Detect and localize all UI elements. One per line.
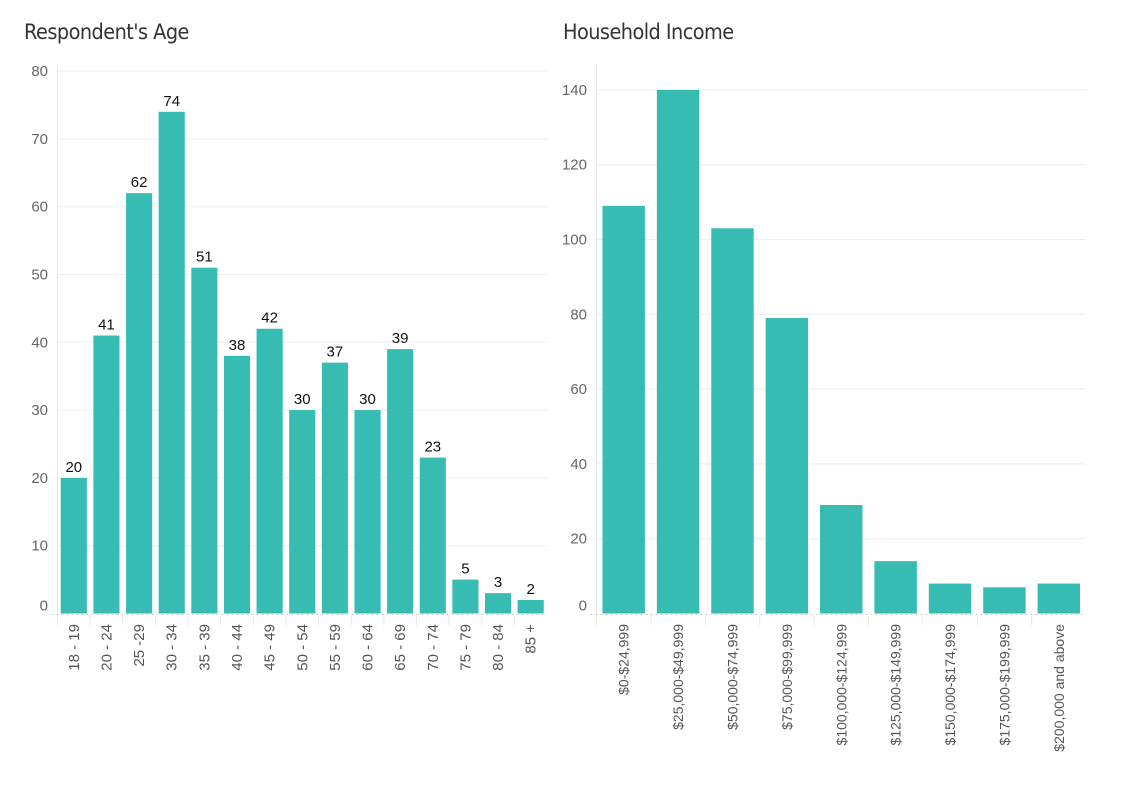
- bar: [191, 267, 218, 614]
- y-tick-label: 20: [31, 470, 48, 487]
- data-label: 30: [359, 391, 376, 408]
- income-chart-title: Household Income: [563, 20, 734, 44]
- x-category-label: 25 -29: [131, 624, 148, 667]
- data-label: 51: [196, 249, 213, 266]
- x-category-label: 70 - 74: [425, 624, 442, 671]
- x-category-label: 45 - 49: [262, 624, 279, 671]
- x-category-label: 75 - 79: [457, 624, 474, 671]
- data-label: 74: [163, 93, 180, 110]
- y-tick-label: 70: [31, 131, 48, 148]
- x-category-label: 50 - 54: [294, 624, 311, 671]
- age-chart-title: Respondent's Age: [24, 20, 189, 44]
- data-label: 62: [131, 174, 148, 191]
- data-label: 39: [392, 330, 409, 347]
- x-category-label: 35 - 39: [196, 624, 213, 671]
- y-tick-label: 140: [562, 82, 587, 99]
- x-category-label: 60 - 64: [360, 624, 377, 671]
- x-category-label: $0-$24,999: [616, 624, 632, 695]
- x-category-label: $50,000-$74,999: [724, 624, 740, 730]
- x-category-label: 18 - 19: [66, 624, 83, 671]
- bar: [928, 583, 972, 614]
- bar: [387, 349, 414, 614]
- data-label: 5: [461, 561, 469, 578]
- bar: [484, 593, 512, 614]
- bar: [602, 205, 645, 614]
- data-label: 3: [494, 574, 502, 591]
- data-label: 38: [229, 337, 246, 354]
- y-tick-label: 100: [562, 232, 587, 249]
- bar: [158, 111, 185, 614]
- x-category-label: 85 +: [523, 624, 540, 654]
- x-category-label: $100,000-$124,999: [833, 624, 849, 746]
- data-label: 42: [261, 310, 278, 327]
- x-category-label: $25,000-$49,999: [670, 624, 686, 730]
- bar: [289, 410, 316, 614]
- x-category-label: 40 - 44: [229, 624, 246, 671]
- bar: [656, 89, 700, 614]
- x-category-label: 55 - 59: [327, 624, 344, 671]
- data-label: 20: [65, 459, 82, 476]
- y-tick-label: 10: [31, 538, 48, 555]
- bar: [321, 362, 348, 614]
- data-label: 41: [98, 317, 115, 334]
- x-category-label: 65 - 69: [392, 624, 409, 671]
- y-tick-label: 80: [570, 306, 587, 323]
- bar: [354, 410, 381, 614]
- data-label: 30: [294, 391, 311, 408]
- y-tick-label: 60: [31, 199, 48, 216]
- x-category-label: 80 - 84: [490, 624, 507, 671]
- bar: [517, 599, 544, 614]
- data-label: 23: [424, 439, 441, 456]
- data-label: 37: [327, 344, 344, 361]
- bar: [1037, 583, 1081, 614]
- y-tick-label: 60: [570, 381, 587, 398]
- bar: [874, 561, 917, 614]
- x-category-label: $75,000-$99,999: [779, 624, 795, 730]
- bar: [983, 587, 1026, 614]
- y-tick-label: 50: [31, 267, 48, 284]
- bar: [126, 193, 153, 614]
- x-category-label: 20 - 24: [98, 624, 115, 671]
- x-category-label: $200,000 and above: [1051, 624, 1067, 752]
- bar: [256, 328, 283, 614]
- bar: [711, 228, 754, 614]
- x-category-label: 30 - 34: [164, 624, 181, 671]
- x-category-label: $125,000-$149,999: [888, 624, 904, 746]
- x-category-label: $150,000-$174,999: [942, 624, 958, 746]
- bar: [820, 505, 863, 614]
- y-tick-label: 120: [562, 157, 587, 174]
- bar: [452, 579, 479, 614]
- bar: [765, 318, 809, 614]
- y-tick-label: 0: [40, 598, 48, 615]
- data-label: 2: [527, 581, 535, 598]
- y-tick-label: 40: [570, 456, 587, 473]
- x-category-label: $175,000-$199,999: [996, 624, 1012, 746]
- bar: [223, 355, 251, 614]
- y-tick-label: 40: [31, 334, 48, 351]
- y-tick-label: 0: [579, 598, 587, 615]
- y-tick-label: 80: [31, 63, 48, 80]
- y-tick-label: 30: [31, 402, 48, 419]
- bar: [419, 457, 446, 614]
- y-tick-label: 20: [570, 531, 587, 548]
- bar: [60, 477, 87, 614]
- bar: [93, 335, 120, 614]
